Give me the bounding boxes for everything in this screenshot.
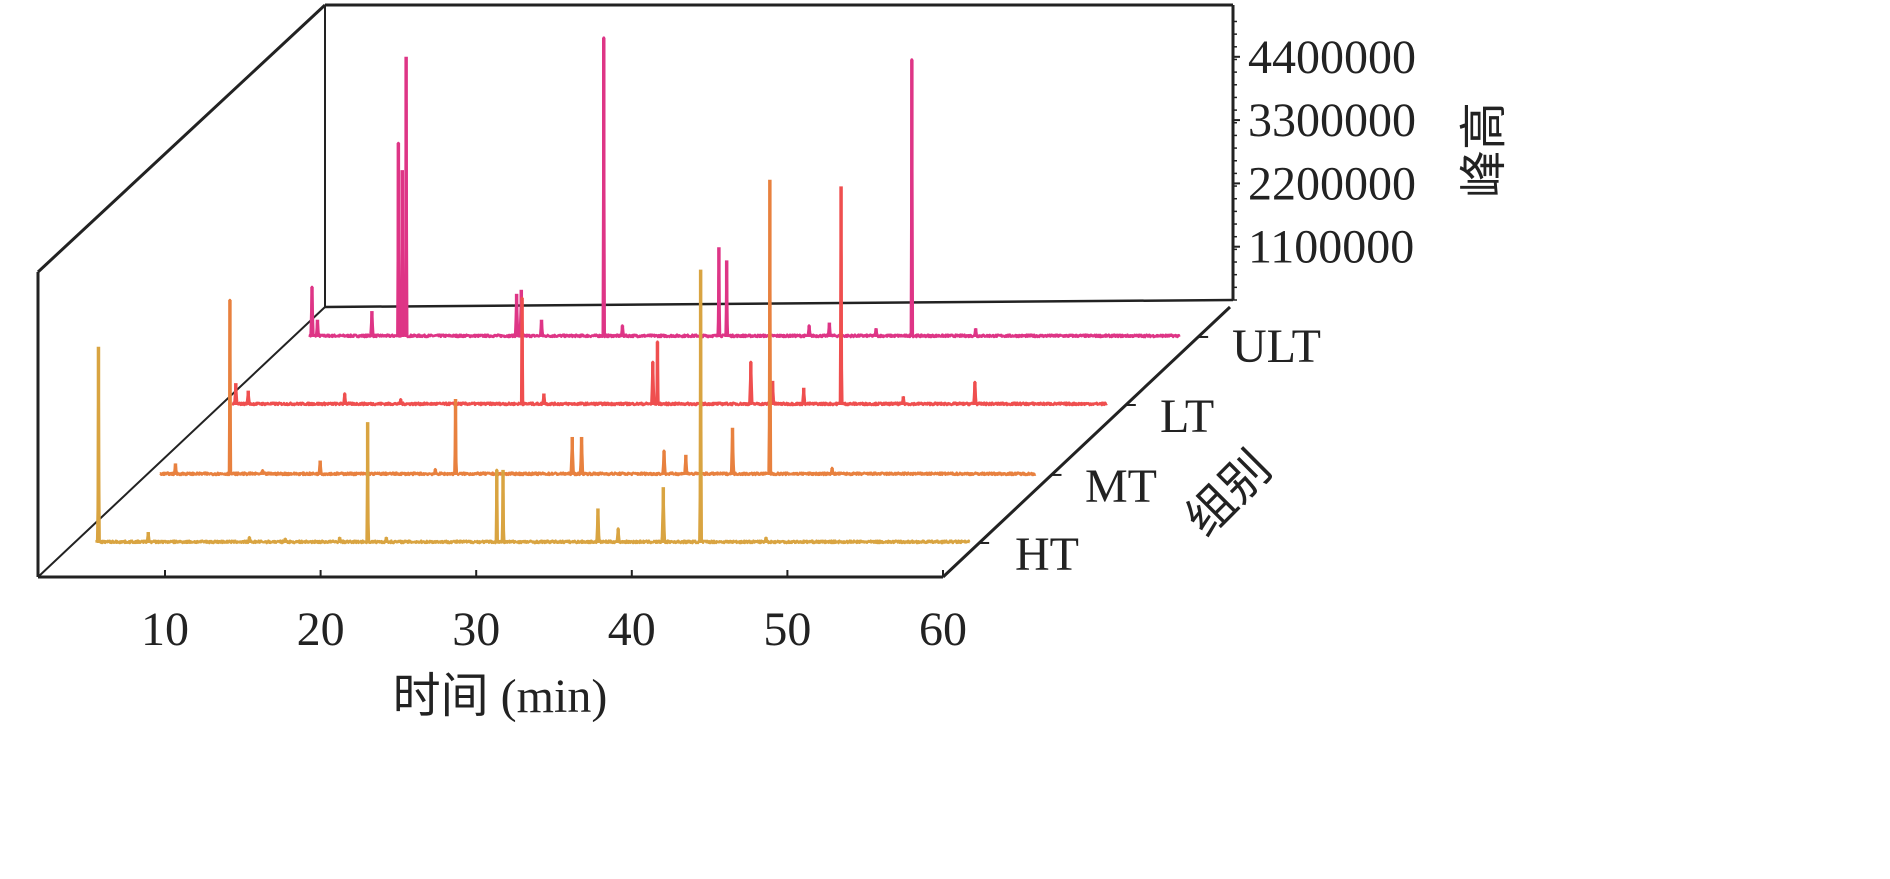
x-axis-title: 时间 (min) xyxy=(393,670,608,723)
x-tick-label: 20 xyxy=(297,603,345,656)
ticks-group: 10 20 30 40 50 60 1100000 2200000 3300000 4400000… xyxy=(141,20,1416,656)
z-tick-label: 1100000 xyxy=(1248,221,1414,274)
x-tick-label: 60 xyxy=(919,603,967,656)
axes-box xyxy=(36,3,1235,579)
x-tick-label: 10 xyxy=(141,603,189,656)
x-tick-label: 30 xyxy=(452,603,500,656)
depth-tick-label-mt: MT xyxy=(1085,460,1157,513)
depth-tick-label-ult: ULT xyxy=(1232,320,1321,373)
series-line-ht xyxy=(94,313,971,545)
z-tick-label: 2200000 xyxy=(1248,157,1416,210)
x-tick-label: 50 xyxy=(763,603,811,656)
z-axis-title: 峰高 xyxy=(1458,102,1511,198)
depth-axis-title: 组别 xyxy=(1176,441,1281,546)
depth-tick-label-lt: LT xyxy=(1160,390,1214,443)
series-line-ult xyxy=(308,36,1181,339)
series-line-lt xyxy=(231,221,1108,407)
floor-back-edge xyxy=(324,298,1234,309)
z-tick-label: 4400000 xyxy=(1248,31,1416,84)
series-line-mt xyxy=(159,227,1037,477)
x-tick-label: 40 xyxy=(608,603,656,656)
top-left-edge xyxy=(36,3,327,274)
depth-axis-line xyxy=(941,305,1232,579)
z-tick-label: 3300000 xyxy=(1248,94,1416,147)
floor-left-edge xyxy=(37,306,326,578)
depth-tick-label-ht: HT xyxy=(1015,528,1079,581)
series-group xyxy=(94,36,1181,545)
